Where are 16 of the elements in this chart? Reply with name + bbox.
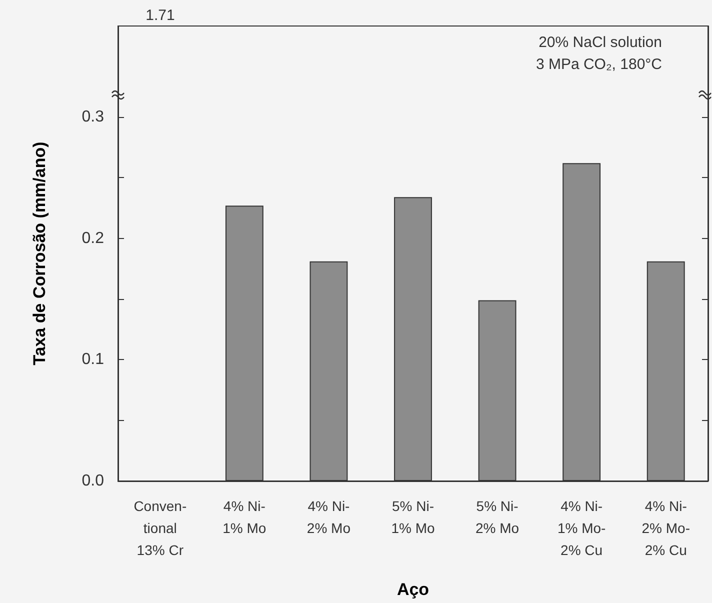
y-tick-label: 0.0 <box>82 472 104 490</box>
x-tick-label: Conven- tional 13% Cr <box>134 498 187 558</box>
annotation: 20% NaCl solution <box>538 34 662 51</box>
x-tick-label: 4% Ni- 2% Mo <box>306 498 351 536</box>
annotation: 3 MPa CO₂, 180°C <box>536 56 662 73</box>
x-tick-label: 5% Ni- 2% Mo <box>475 498 520 536</box>
x-tick-label: 4% Ni- 2% Mo- 2% Cu <box>642 498 690 558</box>
y-tick-label: 0.3 <box>82 108 104 126</box>
x-tick-label: 5% Ni- 1% Mo <box>391 498 435 536</box>
y-tick-label: 0.2 <box>82 230 104 247</box>
text: 1.71 <box>146 7 175 24</box>
y-tick-label: 0.1 <box>82 351 104 368</box>
x-axis-title: Aço <box>396 580 430 599</box>
x-tick-label: 4% Ni- 1% Mo <box>222 498 266 536</box>
x-tick-label: 4% Ni- 1% Mo- 2% Cu <box>557 498 606 558</box>
y-axis-title: Taxa de Corrosão (mm/ano) <box>30 142 49 366</box>
